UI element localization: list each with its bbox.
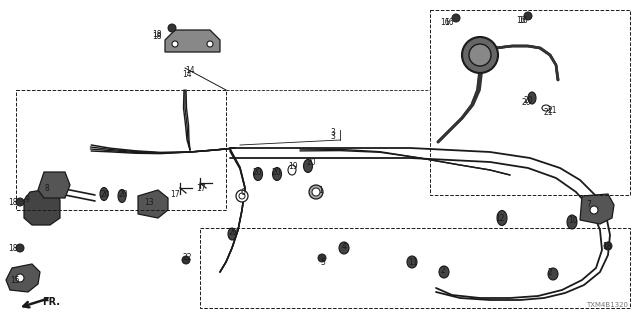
Ellipse shape bbox=[288, 165, 296, 175]
Text: 18: 18 bbox=[8, 198, 17, 207]
Ellipse shape bbox=[118, 189, 126, 203]
Text: 21: 21 bbox=[543, 108, 552, 117]
Circle shape bbox=[524, 12, 532, 20]
Text: 20: 20 bbox=[522, 98, 532, 107]
Ellipse shape bbox=[100, 188, 108, 201]
Text: 7: 7 bbox=[586, 200, 591, 209]
Text: TXM4B1320: TXM4B1320 bbox=[586, 302, 628, 308]
Ellipse shape bbox=[339, 242, 349, 254]
Polygon shape bbox=[24, 188, 60, 225]
Polygon shape bbox=[6, 264, 40, 292]
Circle shape bbox=[236, 190, 248, 202]
Text: 20: 20 bbox=[100, 190, 109, 199]
Ellipse shape bbox=[273, 167, 282, 180]
Ellipse shape bbox=[303, 159, 312, 172]
Ellipse shape bbox=[407, 256, 417, 268]
Text: 12: 12 bbox=[495, 214, 504, 223]
Circle shape bbox=[16, 274, 24, 282]
Circle shape bbox=[469, 44, 491, 66]
Text: 18: 18 bbox=[602, 242, 611, 251]
Text: 22: 22 bbox=[182, 253, 191, 262]
Ellipse shape bbox=[548, 268, 558, 280]
Text: 11: 11 bbox=[408, 258, 417, 267]
Circle shape bbox=[168, 24, 176, 32]
Circle shape bbox=[462, 37, 498, 73]
Text: 20: 20 bbox=[228, 228, 237, 237]
Circle shape bbox=[309, 185, 323, 199]
Text: 2: 2 bbox=[440, 266, 445, 275]
Circle shape bbox=[312, 188, 320, 196]
Text: 18: 18 bbox=[152, 32, 161, 41]
Polygon shape bbox=[580, 194, 614, 224]
Ellipse shape bbox=[497, 211, 507, 226]
Text: 5: 5 bbox=[320, 258, 325, 267]
Text: 18: 18 bbox=[8, 244, 17, 253]
Text: 2: 2 bbox=[548, 268, 553, 277]
Ellipse shape bbox=[528, 92, 536, 104]
Ellipse shape bbox=[228, 228, 236, 240]
Text: 4: 4 bbox=[342, 242, 347, 251]
Text: 20: 20 bbox=[524, 96, 534, 105]
Circle shape bbox=[16, 198, 24, 206]
Text: 20: 20 bbox=[306, 158, 316, 167]
Polygon shape bbox=[165, 30, 220, 52]
Text: 15: 15 bbox=[10, 276, 20, 285]
Text: 21: 21 bbox=[548, 106, 557, 115]
Circle shape bbox=[452, 14, 460, 22]
Circle shape bbox=[318, 254, 326, 262]
Circle shape bbox=[239, 193, 245, 199]
Text: 16: 16 bbox=[518, 16, 527, 25]
Text: 13: 13 bbox=[144, 198, 154, 207]
Ellipse shape bbox=[253, 167, 262, 180]
Text: 19: 19 bbox=[288, 162, 298, 171]
Text: 9: 9 bbox=[24, 195, 29, 204]
Text: 20: 20 bbox=[271, 168, 280, 177]
Circle shape bbox=[182, 256, 190, 264]
Text: 14: 14 bbox=[182, 70, 191, 79]
Text: 1: 1 bbox=[318, 186, 323, 195]
Circle shape bbox=[207, 41, 213, 47]
Text: 16: 16 bbox=[440, 18, 450, 27]
Ellipse shape bbox=[439, 266, 449, 278]
Ellipse shape bbox=[542, 105, 550, 111]
Text: 16: 16 bbox=[516, 16, 525, 25]
Polygon shape bbox=[138, 190, 168, 218]
Text: 6: 6 bbox=[240, 188, 245, 197]
Polygon shape bbox=[38, 172, 70, 198]
Circle shape bbox=[604, 242, 612, 250]
Ellipse shape bbox=[567, 215, 577, 229]
Text: FR.: FR. bbox=[42, 297, 60, 307]
Text: 14: 14 bbox=[185, 66, 195, 75]
Text: 8: 8 bbox=[44, 184, 49, 193]
Text: 10: 10 bbox=[568, 216, 578, 225]
Circle shape bbox=[590, 206, 598, 214]
Circle shape bbox=[172, 41, 178, 47]
Text: 3: 3 bbox=[330, 128, 335, 137]
Text: 18: 18 bbox=[152, 30, 161, 39]
Text: 20: 20 bbox=[252, 168, 262, 177]
Text: 17: 17 bbox=[170, 190, 180, 199]
Circle shape bbox=[16, 244, 24, 252]
Text: 16: 16 bbox=[444, 18, 454, 27]
Text: 20: 20 bbox=[118, 190, 127, 199]
Text: 3: 3 bbox=[330, 132, 335, 141]
Text: 17: 17 bbox=[196, 184, 205, 193]
